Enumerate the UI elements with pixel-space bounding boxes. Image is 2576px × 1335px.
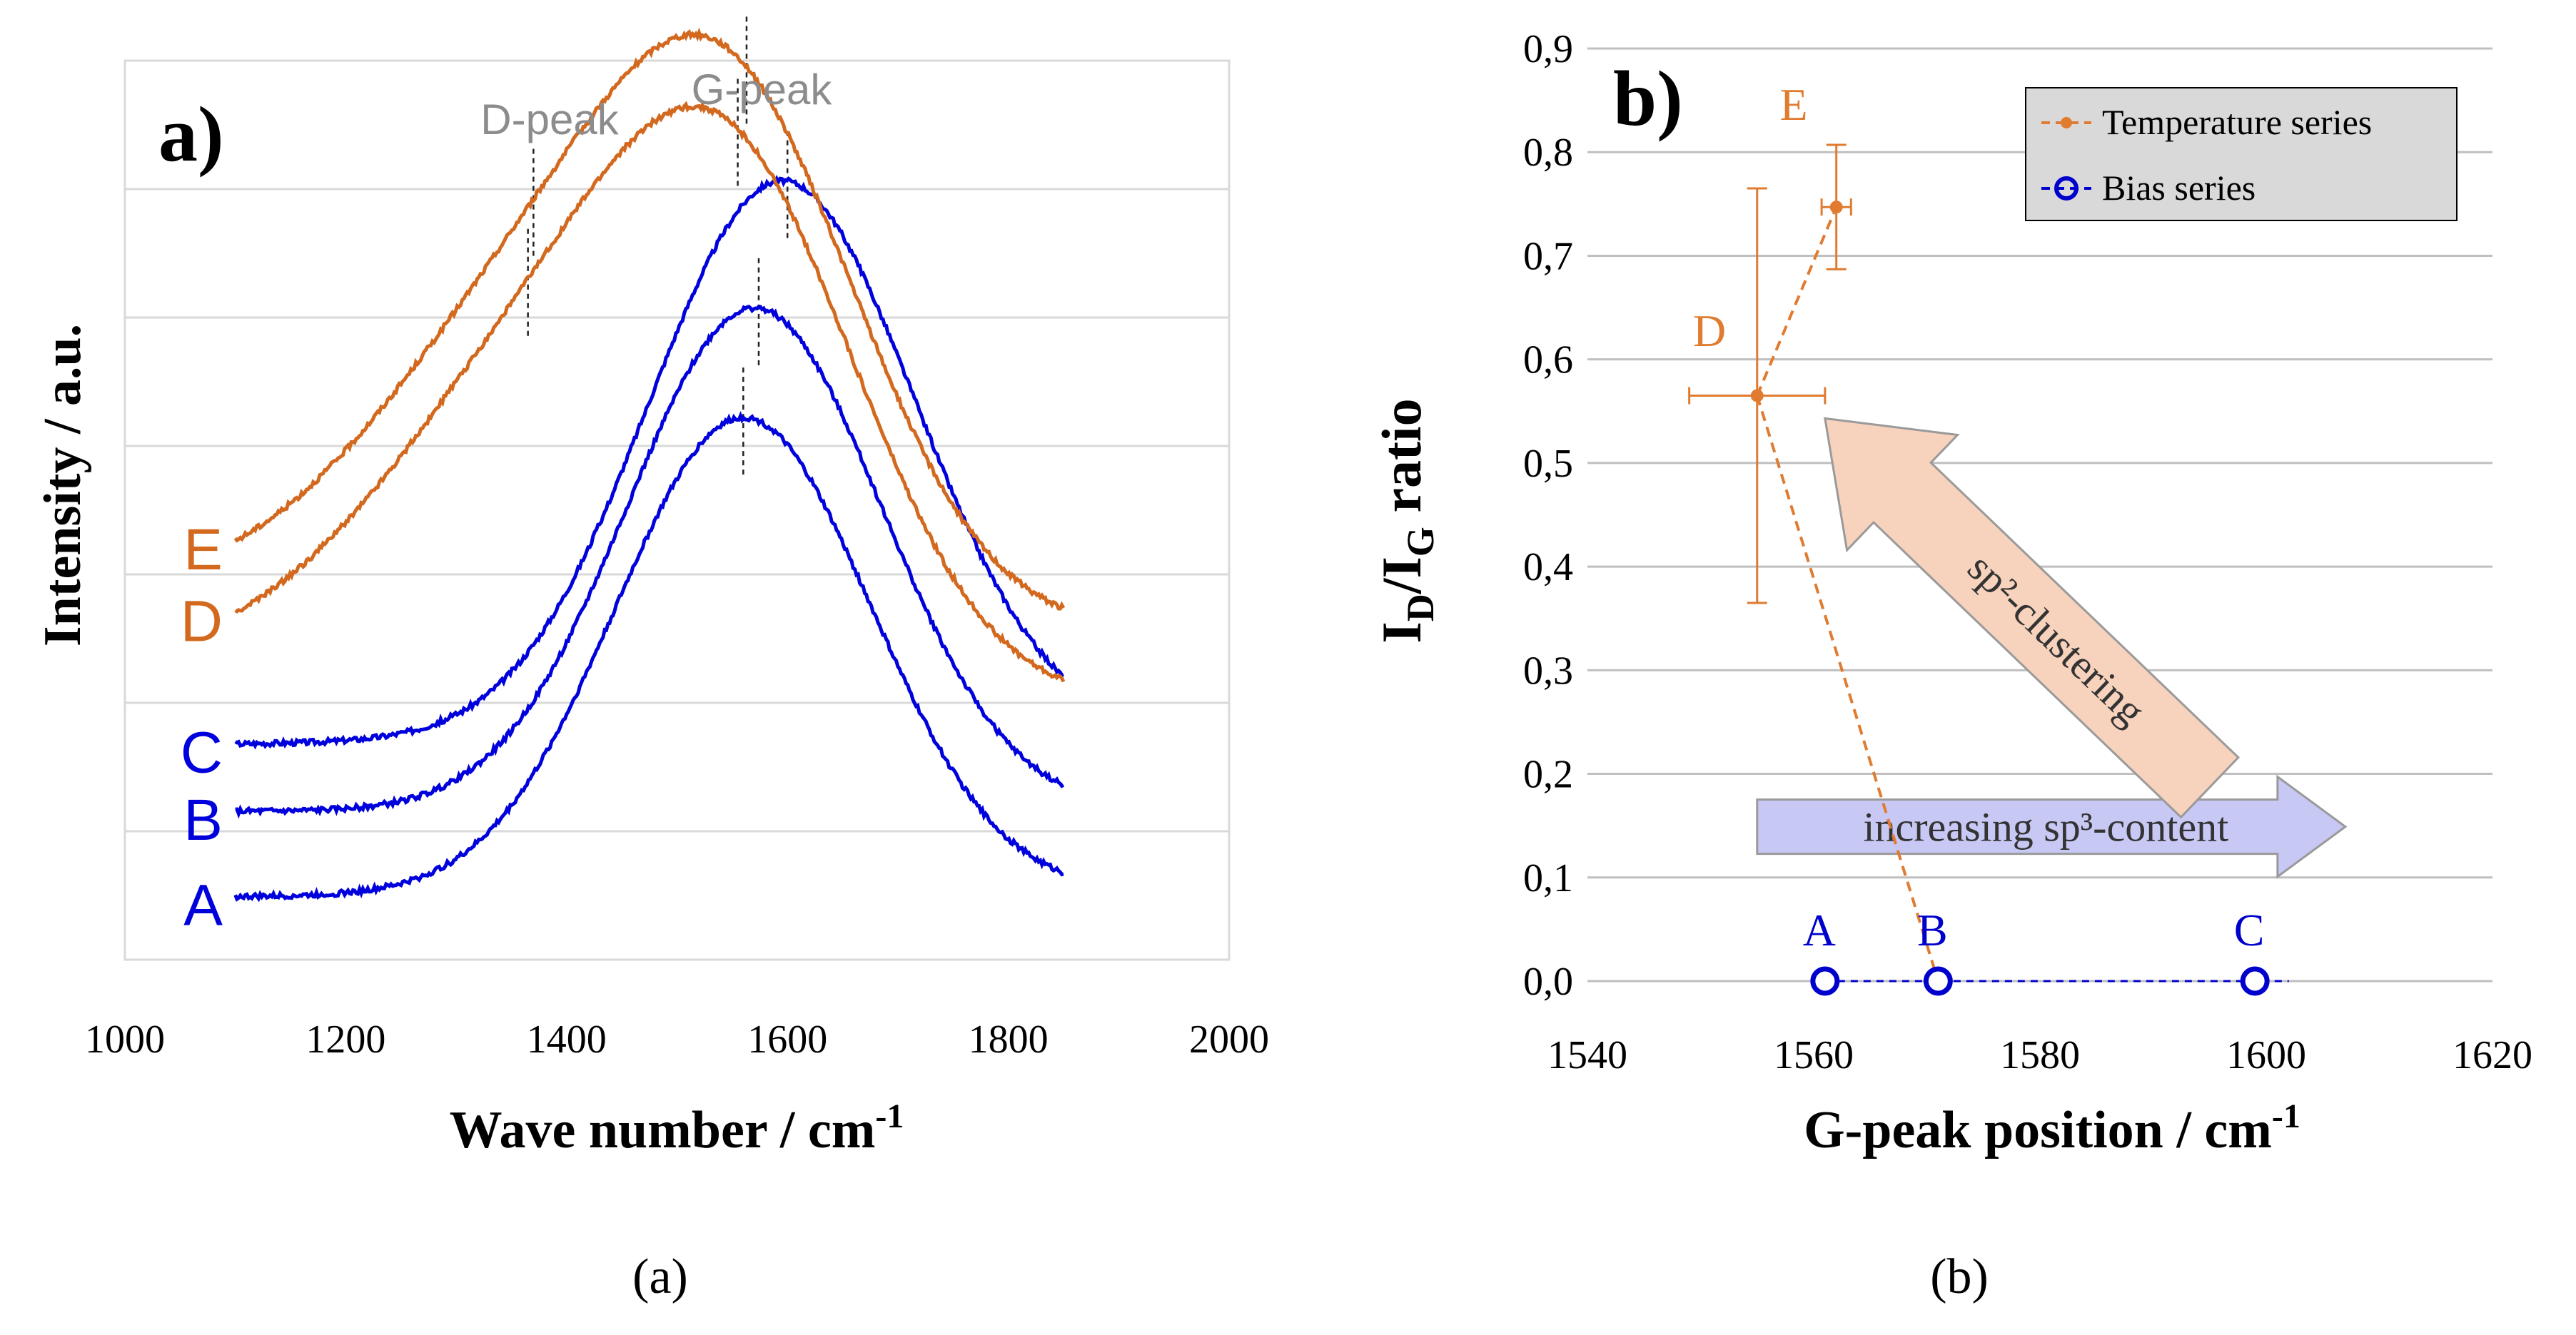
panel-b-x-ticks: 1540 1560 1580 1600 1620	[1547, 1033, 2532, 1077]
panel-a-x-tick-label: 2000	[1189, 1017, 1269, 1062]
panel-b-x-tick-label: 1620	[2453, 1033, 2532, 1077]
panel-a-plot-area	[123, 59, 1231, 961]
panel-b-y-tick-label: 0,7	[1523, 234, 1573, 278]
bias-point-C	[2240, 966, 2270, 996]
panel-b-y-tick-label: 0,2	[1523, 753, 1573, 797]
panel-b-gridlines	[1587, 47, 2492, 983]
panel-b-y-tick-label: 0,3	[1523, 649, 1573, 693]
series-label-D: D	[181, 589, 223, 654]
panel-a-x-tick-label: 1000	[85, 1017, 165, 1062]
point-label-E: E	[1779, 79, 1807, 130]
panel-b-y-axis-title: ID/IG ratio	[1370, 398, 1442, 643]
panel-a-x-tick-label: 1600	[747, 1017, 827, 1062]
sp2-clustering-arrow	[1823, 417, 2241, 819]
panel-a-gridlines	[125, 188, 1229, 833]
legend-box	[2025, 87, 2458, 221]
spectrum-curve-A	[233, 410, 1064, 903]
point-label-C: C	[2234, 905, 2265, 955]
legend-temperature-marker	[2061, 117, 2072, 128]
g-peak-label: G-peak	[692, 66, 833, 113]
panel-b-y-ticks: 0,0 0,1 0,2 0,3 0,4 0,5 0,6 0,7 0,8 0,9	[1523, 27, 1573, 1004]
panel-b-y-tick-label: 0,4	[1523, 545, 1573, 589]
temperature-bias-connector	[1755, 395, 1940, 982]
panel-a-y-axis-title: Intensity / a.u.	[34, 324, 92, 646]
panel-a-spectra	[233, 27, 1066, 903]
panel-a-label: a)	[158, 91, 224, 178]
panel-b-y-tick-label: 0,0	[1523, 960, 1573, 1004]
spectrum-curve-D	[234, 99, 1066, 683]
legend-temperature-label: Temperature series	[2102, 102, 2372, 142]
panel-b: 0,00,10,20,30,40,50,60,70,80,9 1540 1560 1…	[1370, 27, 2532, 1159]
panel-b-y-tick-label: 0,9	[1523, 27, 1573, 71]
caption-a: (a)	[632, 1249, 688, 1304]
legend: Temperature series Bias series	[2025, 87, 2458, 221]
panel-a-x-ticks: 1000 1200 1400 1600 1800 2000	[85, 1017, 1269, 1062]
legend-bias-marker	[2054, 176, 2079, 200]
panel-b-y-tick-label: 0,1	[1523, 856, 1573, 900]
temperature-point-D	[1750, 389, 1764, 402]
bias-point-A	[1810, 966, 1840, 996]
panel-b-point-labels: D E A B C	[1693, 79, 2265, 955]
spectrum-curve-B	[235, 305, 1065, 819]
spectrum-curve-C	[234, 175, 1064, 750]
panel-b-x-axis-title: G-peak position / cm-1	[1804, 1097, 2300, 1159]
panel-a: 1000 1200 1400 1600 1800 2000 ABC DE a) D-peak…	[34, 16, 1269, 1159]
temperature-series-line	[1755, 206, 1838, 397]
sp3-content-arrow	[1756, 774, 2348, 879]
panel-a-x-tick-label: 1400	[527, 1017, 607, 1062]
legend-bias-label: Bias series	[2102, 168, 2256, 208]
series-label-B: B	[183, 788, 223, 853]
panel-a-x-tick-label: 1800	[969, 1017, 1049, 1062]
panel-a-x-tick-label: 1200	[305, 1017, 385, 1062]
panel-b-x-tick-label: 1540	[1547, 1033, 1627, 1077]
d-peak-label: D-peak	[480, 96, 619, 143]
series-label-C: C	[181, 720, 223, 785]
panel-b-y-tick-label: 0,5	[1523, 442, 1573, 486]
panel-b-data	[1688, 143, 2289, 996]
bias-point-B	[1923, 966, 1953, 996]
series-label-E: E	[183, 517, 223, 582]
temperature-point-E	[1829, 200, 1843, 214]
panel-b-arrows: increasing sp³-content sp²-clustering	[1756, 417, 2348, 879]
caption-b: (b)	[1930, 1249, 1989, 1304]
panel-b-y-tick-label: 0,8	[1523, 131, 1573, 175]
sp3-content-arrow-label: increasing sp³-content	[1863, 804, 2228, 851]
panel-b-y-tick-label: 0,6	[1523, 338, 1573, 382]
spectrum-curve-E	[233, 27, 1066, 611]
point-label-B: B	[1917, 905, 1948, 955]
panel-a-x-axis-title: Wave number / cm-1	[450, 1097, 904, 1159]
panel-b-x-tick-label: 1560	[1774, 1033, 1854, 1077]
panel-b-x-tick-label: 1580	[2000, 1033, 2080, 1077]
point-label-A: A	[1803, 905, 1836, 955]
panel-b-label: b)	[1613, 55, 1683, 142]
point-label-D: D	[1693, 305, 1726, 356]
sp2-clustering-arrow-label: sp²-clustering	[1959, 544, 2155, 734]
panel-a-series-labels: ABC DE	[181, 517, 223, 938]
panel-b-x-tick-label: 1600	[2226, 1033, 2306, 1077]
series-label-A: A	[183, 873, 223, 938]
